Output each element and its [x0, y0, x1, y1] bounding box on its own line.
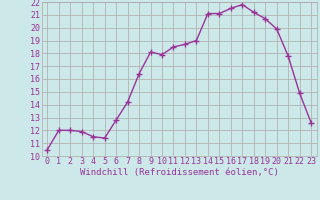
X-axis label: Windchill (Refroidissement éolien,°C): Windchill (Refroidissement éolien,°C): [80, 168, 279, 177]
